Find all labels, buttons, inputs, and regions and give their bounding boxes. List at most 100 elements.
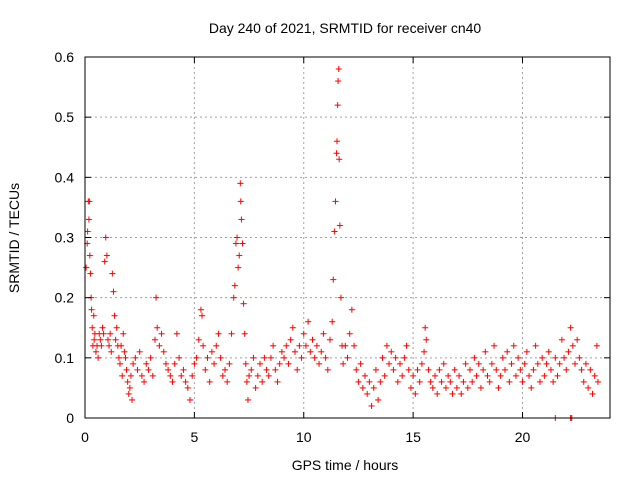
data-point — [469, 378, 476, 385]
data-point — [153, 294, 160, 301]
data-point — [556, 360, 563, 367]
data-point — [292, 348, 298, 355]
data-point — [473, 372, 480, 379]
data-point — [569, 342, 576, 349]
data-point — [238, 216, 245, 223]
data-point — [386, 360, 393, 367]
x-tick-label: 10 — [296, 429, 312, 445]
data-point — [272, 366, 279, 373]
data-point — [316, 360, 323, 367]
data-point — [491, 342, 498, 349]
data-point — [475, 360, 482, 367]
data-point — [372, 366, 379, 373]
data-point — [364, 390, 371, 397]
data-point — [120, 330, 127, 337]
data-point — [458, 390, 465, 397]
data-point — [320, 330, 327, 337]
data-point — [523, 348, 530, 355]
data-point — [248, 366, 255, 373]
data-point — [532, 342, 539, 349]
data-point — [344, 354, 351, 361]
data-point — [336, 222, 343, 229]
data-point — [554, 372, 561, 379]
data-point — [143, 360, 150, 367]
data-point — [334, 138, 340, 145]
data-point — [241, 330, 248, 337]
data-point — [348, 306, 355, 313]
data-point — [418, 360, 425, 367]
data-point — [561, 354, 568, 361]
y-tick-label: 0.6 — [55, 49, 75, 65]
data-point — [187, 396, 193, 403]
data-point — [265, 372, 272, 379]
data-point — [335, 78, 342, 85]
data-point — [545, 348, 552, 355]
data-point — [242, 360, 249, 367]
data-point — [234, 234, 241, 241]
data-point — [432, 372, 438, 379]
data-point — [86, 252, 93, 259]
data-point — [130, 360, 137, 367]
data-point — [270, 342, 277, 349]
data-point — [84, 228, 91, 235]
data-point — [313, 342, 320, 349]
data-point — [351, 342, 358, 349]
data-point — [565, 348, 572, 355]
data-point — [83, 264, 90, 271]
data-point — [416, 378, 423, 385]
data-point — [530, 366, 537, 373]
data-point — [138, 372, 145, 379]
data-point — [125, 390, 132, 397]
data-point — [95, 354, 102, 361]
data-point — [512, 372, 519, 379]
x-tick-label: 0 — [81, 429, 89, 445]
data-point — [594, 378, 601, 385]
data-point — [537, 378, 543, 385]
data-point — [539, 354, 546, 361]
data-point — [335, 66, 342, 73]
data-point — [202, 366, 209, 373]
data-point — [447, 378, 454, 385]
data-point — [587, 366, 594, 373]
data-point — [285, 360, 292, 367]
data-point — [195, 336, 202, 343]
data-point — [274, 378, 281, 385]
data-point — [449, 390, 456, 397]
data-point — [126, 384, 133, 391]
data-point — [407, 384, 414, 391]
data-point — [355, 378, 362, 385]
data-point — [101, 258, 108, 265]
data-point — [112, 336, 119, 343]
data-point — [267, 354, 274, 361]
data-point — [154, 324, 161, 331]
data-point — [117, 360, 123, 367]
data-point — [451, 366, 458, 373]
data-point — [456, 372, 463, 379]
data-point — [401, 354, 408, 361]
data-point — [89, 324, 96, 331]
data-point — [219, 372, 226, 379]
data-point — [332, 198, 339, 205]
y-tick-label: 0.3 — [55, 230, 75, 246]
data-point — [246, 372, 253, 379]
data-point — [134, 366, 141, 373]
data-point — [368, 402, 375, 409]
data-point — [129, 396, 136, 403]
data-point — [250, 354, 257, 361]
data-point — [438, 378, 445, 385]
data-point — [442, 384, 449, 391]
data-point — [276, 360, 283, 367]
data-point — [119, 372, 126, 379]
data-point — [394, 378, 401, 385]
data-point — [91, 336, 98, 343]
data-point — [504, 348, 511, 355]
data-point — [362, 372, 368, 379]
axis-ticks: 0 0.1 0.2 0.3 0.4 0.5 0.6 0 5 10 15 20 — [55, 49, 610, 445]
data-point — [257, 360, 263, 367]
data-point — [176, 354, 183, 361]
data-point — [340, 360, 347, 367]
data-point — [377, 378, 384, 385]
data-point — [254, 372, 261, 379]
data-point — [502, 366, 508, 373]
data-point — [263, 366, 270, 373]
